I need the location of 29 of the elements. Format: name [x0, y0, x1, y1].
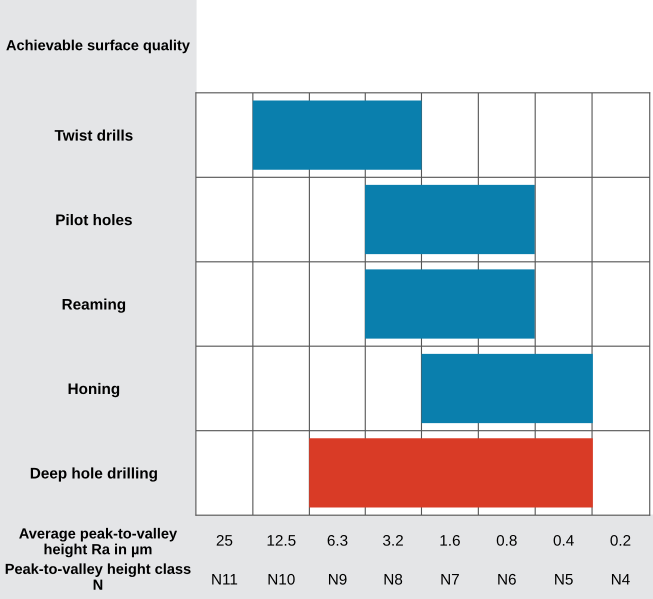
bar — [422, 354, 593, 424]
y-tick-label: Deep hole drilling — [30, 467, 157, 482]
x-tick-label: 12.5 — [268, 534, 296, 546]
bar — [365, 184, 535, 254]
x-tick-label: 0.4 — [554, 534, 574, 546]
chart-title: Achievable surface quality — [6, 40, 190, 54]
text: N10 — [268, 574, 295, 585]
x-tick-label: 6.3 — [328, 534, 348, 546]
text: N8 — [384, 574, 402, 585]
text: N4 — [612, 574, 630, 585]
y-tick-label: Reaming — [62, 298, 126, 313]
x-tick-label: 1.6 — [440, 534, 460, 546]
text: Peak-to-valley height class N — [6, 563, 191, 590]
bar — [252, 100, 422, 170]
text: N5 — [555, 574, 573, 585]
x-tick-label: 0.2 — [610, 534, 630, 546]
x-tick-label: 25 — [216, 534, 232, 546]
y-tick-label: Twist drills — [54, 130, 133, 141]
text: N6 — [498, 574, 516, 585]
bar — [365, 269, 535, 339]
x-tick-label: 0.8 — [496, 534, 517, 546]
x-tick-label: 3.2 — [383, 534, 403, 546]
bar — [309, 438, 593, 508]
y-tick-label: Pilot holes — [56, 214, 132, 226]
text: N7 — [441, 574, 459, 585]
y-tick-label: Honing — [68, 382, 120, 398]
text: N9 — [328, 574, 347, 585]
x-axis-title: Average peak-to-valley height Ra in µm — [19, 528, 178, 558]
text: N11 — [212, 574, 238, 585]
